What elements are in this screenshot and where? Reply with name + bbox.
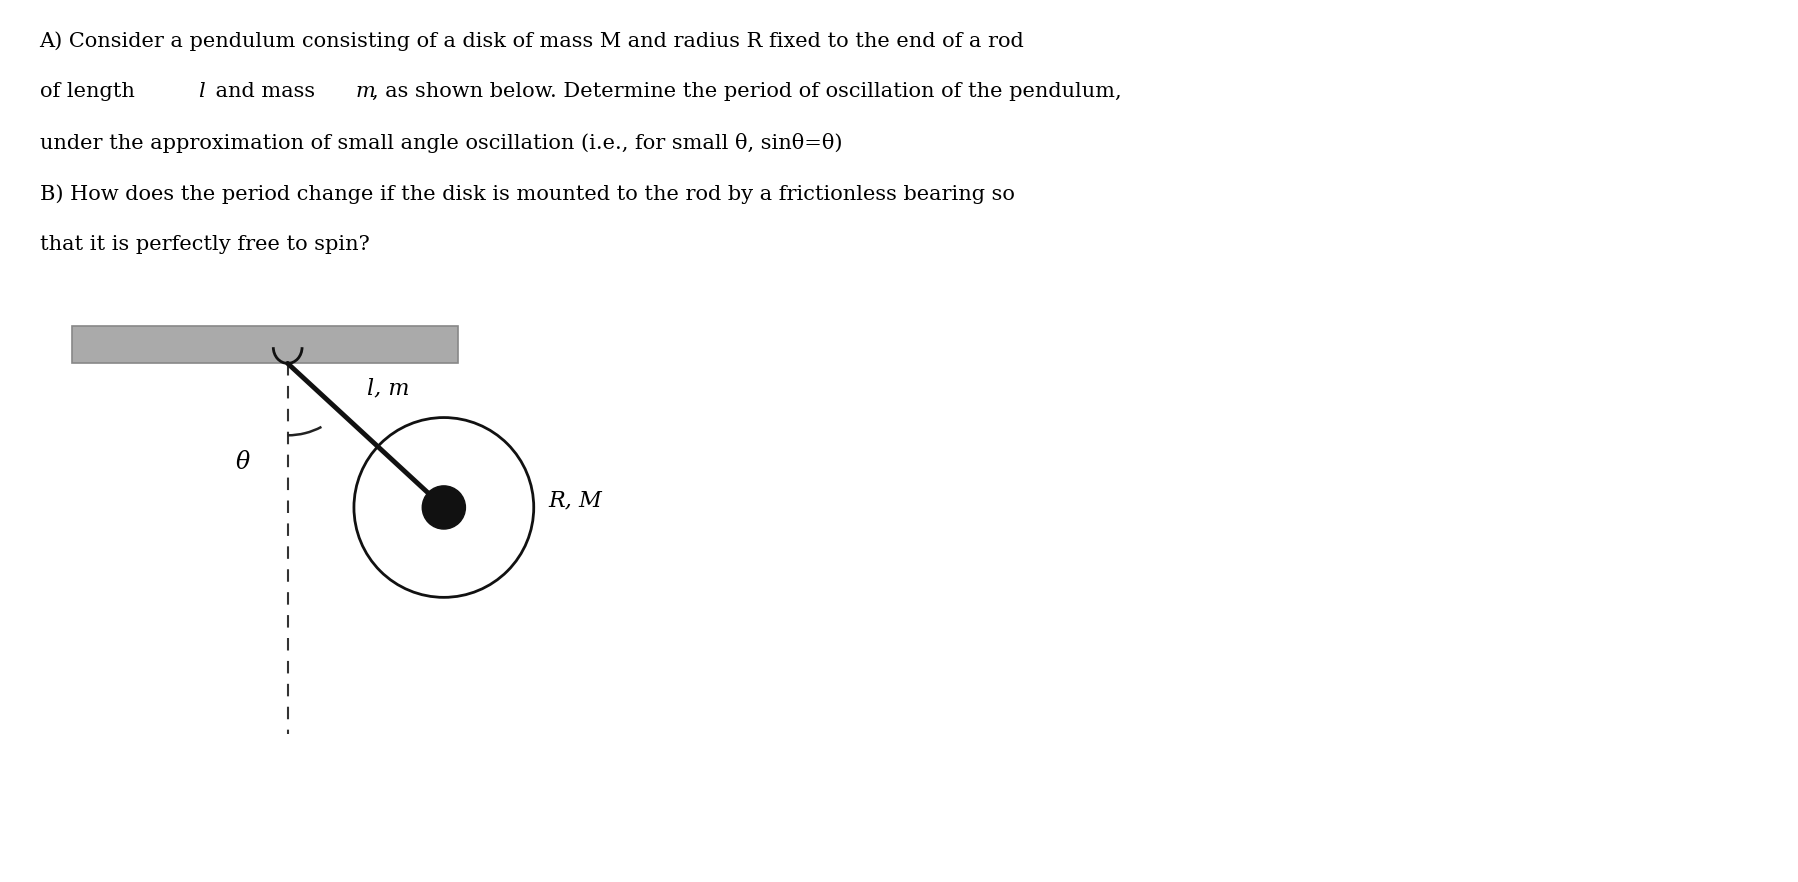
Text: and mass: and mass (209, 82, 322, 101)
Text: A) Consider a pendulum consisting of a disk of mass M and radius R fixed to the : A) Consider a pendulum consisting of a d… (40, 31, 1025, 50)
Bar (72, 326, 458, 363)
Text: that it is perfectly free to spin?: that it is perfectly free to spin? (40, 235, 369, 255)
Text: of length: of length (40, 82, 140, 101)
Text: R, M: R, M (548, 490, 602, 512)
Text: l, m: l, m (367, 377, 410, 400)
Text: B) How does the period change if the disk is mounted to the rod by a frictionles: B) How does the period change if the dis… (40, 184, 1014, 204)
Text: m: m (356, 82, 374, 101)
Text: , as shown below. Determine the period of oscillation of the pendulum,: , as shown below. Determine the period o… (372, 82, 1122, 101)
Text: under the approximation of small angle oscillation (i.e., for small θ, sinθ=θ): under the approximation of small angle o… (40, 133, 841, 153)
Text: l: l (198, 82, 205, 101)
Circle shape (354, 417, 534, 597)
Text: θ: θ (236, 451, 250, 474)
Circle shape (423, 486, 466, 529)
